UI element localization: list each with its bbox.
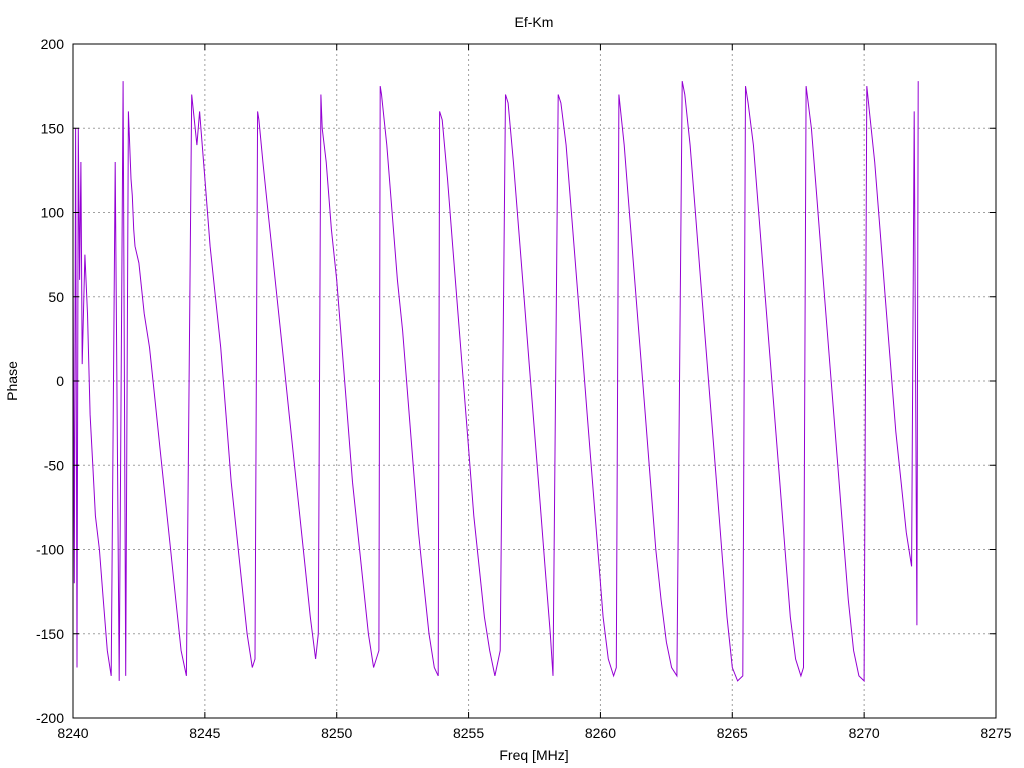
series-group <box>72 81 919 683</box>
y-tick-label: 100 <box>41 205 65 221</box>
x-tick-label: 8260 <box>585 725 616 741</box>
x-tick-label: 8245 <box>189 725 220 741</box>
y-tick-label: 150 <box>41 120 65 136</box>
x-tick-label: 8265 <box>717 725 748 741</box>
ticks-group: 8240 8245 8250 8255 8260 8265 8270 8275 -200 -150… <box>36 36 1012 741</box>
x-tick-label: 8250 <box>321 725 352 741</box>
grid-lines <box>73 44 996 718</box>
x-tick-label: 8240 <box>57 725 88 741</box>
x-tick-label: 8275 <box>980 725 1011 741</box>
y-axis-label: Phase <box>4 361 20 401</box>
x-tick-label: 8255 <box>453 725 484 741</box>
y-tick-label: -200 <box>36 710 64 726</box>
y-tick-label: 0 <box>56 373 64 389</box>
x-tick-label: 8270 <box>849 725 880 741</box>
y-tick-label: -150 <box>36 626 64 642</box>
y-tick-label: -50 <box>44 457 64 473</box>
chart-title: Ef-Km <box>515 14 554 30</box>
series-line <box>72 81 919 683</box>
y-tick-label: -100 <box>36 542 64 558</box>
y-tick-label: 200 <box>41 36 65 52</box>
y-tick-label: 50 <box>48 289 64 305</box>
x-axis-label: Freq [MHz] <box>499 747 568 763</box>
